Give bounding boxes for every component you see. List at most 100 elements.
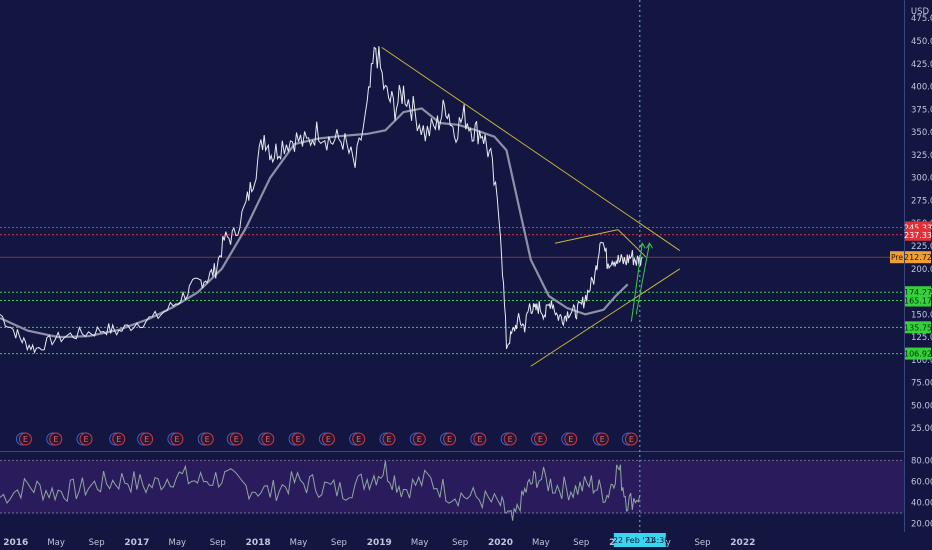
price-tick-label: 425.00 xyxy=(911,60,932,70)
earnings-label: E xyxy=(84,435,89,444)
resistance-tag-box xyxy=(905,228,931,241)
rsi-tick-label: 60.00 xyxy=(911,477,932,487)
earnings-label: E xyxy=(326,435,331,444)
time-tick-label: 2016 xyxy=(3,538,28,548)
earnings-label: E xyxy=(600,435,605,444)
earnings-marker[interactable] xyxy=(533,432,547,446)
earnings-label: E xyxy=(205,435,210,444)
earnings-label: E xyxy=(477,435,482,444)
price-tick-label: 475.00 xyxy=(911,14,932,24)
rsi-tick-label: 80.00 xyxy=(911,456,932,466)
horizontal-levels xyxy=(0,226,904,355)
price-tick-label: 350.00 xyxy=(911,128,932,138)
price-tick-label: 50.00 xyxy=(911,401,932,411)
time-tick-label: 2019 xyxy=(367,538,392,548)
earnings-marker[interactable] xyxy=(443,432,457,446)
earnings-label: E xyxy=(23,435,28,444)
currency-label: USD xyxy=(911,7,930,17)
earnings-label: E xyxy=(508,435,513,444)
moving-average-line xyxy=(0,107,629,339)
time-tick-label: 2017 xyxy=(124,538,149,548)
earnings-label: E xyxy=(116,435,121,444)
earnings-marker[interactable] xyxy=(18,432,32,446)
earnings-label: E xyxy=(417,435,422,444)
earnings-marker[interactable] xyxy=(112,432,126,446)
earnings-marker[interactable] xyxy=(412,432,426,446)
pre-market-tag: 212.72 xyxy=(904,253,932,262)
time-tick-label: May xyxy=(47,538,65,548)
price-tick-label: 300.00 xyxy=(911,174,932,184)
earnings-marker[interactable] xyxy=(352,432,366,446)
crosshair-date: 22 Feb '21 xyxy=(613,536,655,545)
rsi-pane xyxy=(0,459,904,521)
price-tick-label: 225.00 xyxy=(911,242,932,252)
price-tick-label: 75.00 xyxy=(911,379,932,389)
earnings-marker[interactable] xyxy=(564,432,578,446)
pre-market-badge: Pre xyxy=(891,253,903,262)
earnings-label: E xyxy=(629,435,634,444)
support-tag-box xyxy=(905,347,931,360)
earnings-marker[interactable] xyxy=(321,432,335,446)
earnings-label: E xyxy=(538,435,543,444)
time-tick-label: Sep xyxy=(452,538,468,548)
price-tick-label: 125.00 xyxy=(911,333,932,343)
time-tick-label: May xyxy=(290,538,308,548)
time-tick-label: May xyxy=(168,538,186,548)
earnings-marker[interactable] xyxy=(595,432,609,446)
rsi-tick-label: 20.00 xyxy=(911,520,932,530)
price-tick-label: 150.00 xyxy=(911,310,932,320)
price-tick-label: 325.00 xyxy=(911,151,932,161)
earnings-marker[interactable] xyxy=(140,432,154,446)
chart-lines xyxy=(0,46,681,367)
earnings-label: E xyxy=(144,435,149,444)
earnings-marker[interactable] xyxy=(473,432,487,446)
time-tick-label: Sep xyxy=(210,538,226,548)
price-tick-label: 25.00 xyxy=(911,424,932,434)
support-tag-box xyxy=(905,321,931,334)
earnings-marker[interactable] xyxy=(49,432,63,446)
earnings-label: E xyxy=(447,435,452,444)
time-tick-label: Sep xyxy=(694,538,710,548)
earnings-marker[interactable] xyxy=(291,432,305,446)
support-tag: 135.75 xyxy=(904,323,932,332)
price-tick-label: 375.00 xyxy=(911,105,932,115)
trend-line xyxy=(381,46,681,251)
crosshair-date-box xyxy=(613,533,666,547)
earnings-label: E xyxy=(174,435,179,444)
support-tag: 174.27 xyxy=(904,288,932,297)
support-tag-box xyxy=(905,294,931,307)
price-tick-label: 450.00 xyxy=(911,37,932,47)
pre-market-tag-box xyxy=(905,251,931,264)
earnings-marker[interactable] xyxy=(229,432,243,446)
time-tick-label: Sep xyxy=(573,538,589,548)
resistance-tag: 237.33 xyxy=(904,231,932,240)
earnings-marker[interactable] xyxy=(624,432,638,446)
support-tag: 106.92 xyxy=(904,350,932,359)
earnings-marker[interactable] xyxy=(170,432,184,446)
earnings-marker[interactable] xyxy=(382,432,396,446)
earnings-marker[interactable] xyxy=(200,432,214,446)
rsi-band xyxy=(0,460,904,514)
earnings-marker[interactable] xyxy=(261,432,275,446)
earnings-label: E xyxy=(265,435,270,444)
time-tick-label: Sep xyxy=(89,538,105,548)
time-tick-label: May xyxy=(411,538,429,548)
time-tick-label: 2020 xyxy=(488,538,513,548)
earnings-marker[interactable] xyxy=(79,432,93,446)
price-tick-label: 275.00 xyxy=(911,196,932,206)
earnings-marker[interactable] xyxy=(503,432,517,446)
time-tick-label: 2018 xyxy=(246,538,271,548)
resistance-tag: 245.33 xyxy=(904,223,932,232)
price-tick-label: 100.00 xyxy=(911,356,932,366)
pre-market-badge-box xyxy=(890,251,904,264)
earnings-label: E xyxy=(356,435,361,444)
earnings-label: E xyxy=(296,435,301,444)
trend-line xyxy=(554,229,619,244)
rsi-line xyxy=(0,460,641,521)
rsi-axis[interactable]: 80.00 60.00 40.00 20.00 xyxy=(911,456,932,529)
